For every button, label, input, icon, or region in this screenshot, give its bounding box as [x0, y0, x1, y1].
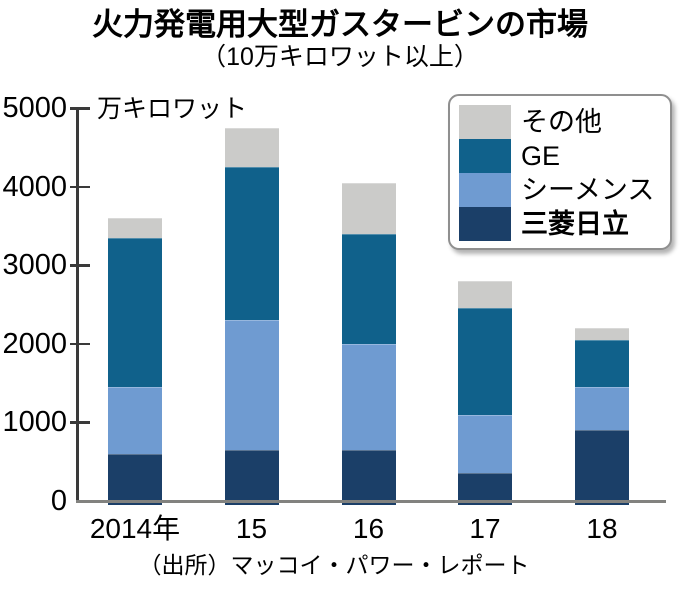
bar-15	[224, 127, 279, 505]
bar-segment-16-シーメンス	[341, 343, 396, 450]
bar-segment-2014年-その他	[108, 218, 162, 238]
y-tick-4000	[70, 185, 90, 189]
legend-swatch-シーメンス	[459, 173, 511, 207]
legend-item-三菱日立: 三菱日立	[459, 207, 654, 241]
chart-title: 火力発電用大型ガスタービンの市場	[92, 7, 588, 42]
x-tick-label-17: 17	[469, 513, 501, 544]
x-axis-line	[76, 500, 666, 503]
bar-segment-15-GE	[224, 166, 279, 321]
legend-swatch-GE	[459, 139, 511, 173]
bar-segment-15-三菱日立	[224, 449, 279, 505]
bar-segment-18-その他	[575, 328, 629, 340]
source-note: （出所）マッコイ・パワー・レポート	[138, 552, 530, 578]
y-tick-label-5000: 5000	[2, 92, 67, 124]
legend: その他 GE シーメンス三菱日立	[448, 94, 672, 250]
bar-2014年	[108, 218, 162, 505]
bar-segment-18-三菱日立	[575, 430, 629, 505]
chart-subtitle: （10万キロワット以上）	[201, 43, 479, 71]
bar-segment-16-GE	[341, 233, 396, 344]
y-tick-label-3000: 3000	[2, 249, 67, 282]
bar-segment-16-三菱日立	[341, 449, 396, 505]
bar-18	[575, 328, 629, 505]
y-tick-1000	[70, 421, 90, 424]
bar-segment-18-シーメンス	[575, 387, 629, 431]
y-tick-label-2000: 2000	[2, 327, 67, 360]
bar-segment-2014年-三菱日立	[108, 453, 162, 505]
legend-label-シーメンス: シーメンス	[521, 175, 655, 205]
x-tick-label-18: 18	[586, 513, 618, 544]
y-tick-label-0: 0	[50, 485, 67, 517]
legend-swatch-その他	[459, 105, 511, 139]
bar-17	[458, 280, 512, 505]
bar-segment-16-その他	[341, 182, 396, 234]
x-tick-label-2014年: 2014年	[89, 513, 181, 544]
bar-segment-18-GE	[575, 339, 629, 388]
legend-item-シーメンス: シーメンス	[459, 173, 654, 207]
legend-label-その他: その他	[521, 107, 602, 137]
y-tick-5000	[70, 107, 90, 110]
bar-segment-17-シーメンス	[458, 414, 512, 474]
bar-segment-2014年-GE	[108, 237, 162, 387]
y-axis-unit-label: 万キロワット	[97, 95, 248, 123]
x-tick-label-16: 16	[352, 513, 385, 544]
bar-16	[341, 182, 396, 505]
bar-segment-15-その他	[224, 127, 279, 167]
legend-swatch-三菱日立	[459, 207, 511, 241]
legend-items: その他 GE シーメンス三菱日立	[459, 105, 654, 241]
bar-segment-17-その他	[458, 280, 512, 309]
bar-segment-17-GE	[458, 308, 512, 415]
y-tick-2000	[70, 342, 90, 346]
bar-segment-17-三菱日立	[458, 473, 512, 505]
y-tick-label-1000: 1000	[2, 406, 67, 439]
legend-label-GE: GE	[521, 141, 561, 171]
bar-segment-15-シーメンス	[224, 320, 279, 450]
x-tick-label-15: 15	[235, 513, 268, 544]
y-tick-3000	[70, 264, 90, 267]
legend-item-GE: GE	[459, 139, 654, 173]
legend-label-三菱日立: 三菱日立	[521, 209, 629, 239]
legend-item-その他: その他	[459, 105, 654, 139]
bar-segment-2014年-シーメンス	[108, 387, 162, 454]
y-tick-label-4000: 4000	[2, 170, 67, 203]
y-axis-line	[76, 107, 79, 502]
